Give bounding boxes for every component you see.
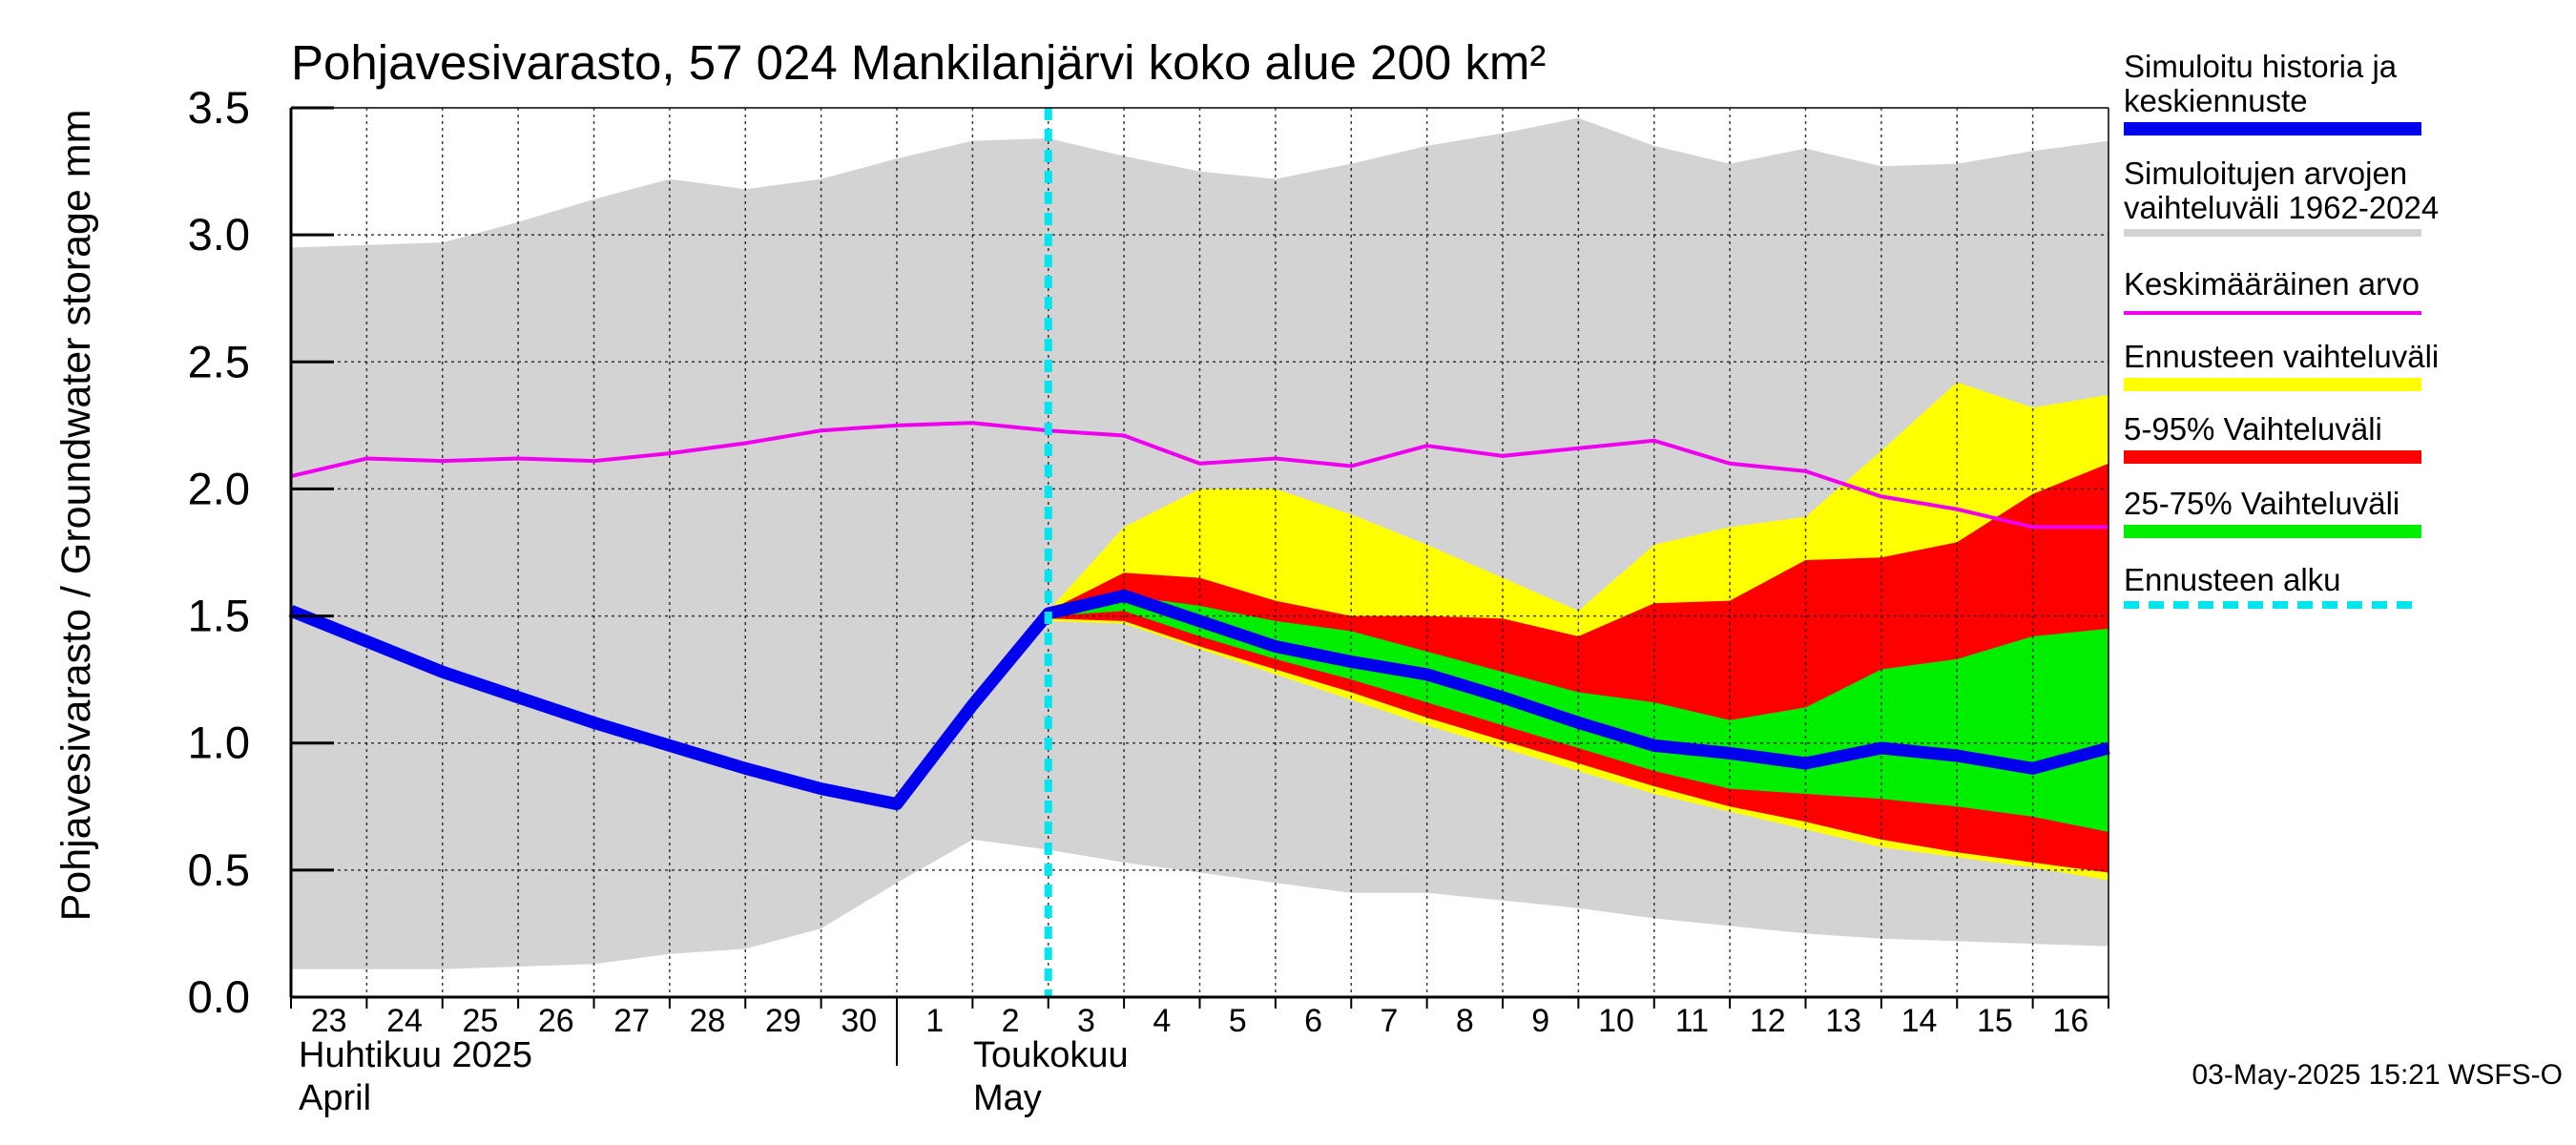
legend-label: Ennusteen alku bbox=[2124, 562, 2341, 597]
x-day-label: 14 bbox=[1901, 1003, 1938, 1039]
y-tick-label: 3.5 bbox=[188, 82, 250, 133]
legend-swatch bbox=[2124, 378, 2421, 391]
legend-swatch bbox=[2124, 122, 2421, 135]
legend-swatch bbox=[2124, 311, 2421, 315]
month-label-en: April bbox=[299, 1078, 371, 1118]
x-day-label: 12 bbox=[1750, 1003, 1786, 1039]
legend-item: 25-75% Vaihteluväli bbox=[2124, 487, 2421, 538]
legend-label: Simuloitujen arvojen vaihteluväli 1962-2… bbox=[2124, 156, 2440, 225]
month-label-en: May bbox=[973, 1078, 1042, 1118]
legend-label: Ennusteen vaihteluväli bbox=[2124, 339, 2440, 374]
month-label-fi: Toukokuu bbox=[973, 1035, 1129, 1075]
legend-label: Keskimääräinen arvo bbox=[2124, 266, 2420, 302]
x-day-label: 8 bbox=[1456, 1003, 1474, 1039]
timestamp-footer: 03-May-2025 15:21 WSFS-O bbox=[2192, 1059, 2564, 1091]
x-day-label: 11 bbox=[1675, 1003, 1709, 1039]
chart-title: Pohjavesivarasto, 57 024 Mankilanjärvi k… bbox=[291, 35, 1546, 90]
legend-swatch bbox=[2124, 229, 2421, 237]
x-day-label: 3 bbox=[1077, 1003, 1095, 1039]
legend-label: 5-95% Vaihteluväli bbox=[2124, 411, 2382, 447]
x-day-label: 5 bbox=[1229, 1003, 1247, 1039]
x-day-label: 30 bbox=[841, 1003, 877, 1039]
legend-item: Keskimääräinen arvo bbox=[2124, 267, 2421, 315]
x-day-label: 23 bbox=[311, 1003, 347, 1039]
legend-item: Ennusteen alku bbox=[2124, 563, 2421, 609]
month-label-fi: Huhtikuu 2025 bbox=[299, 1035, 532, 1075]
x-day-label: 29 bbox=[765, 1003, 801, 1039]
x-day-label: 10 bbox=[1598, 1003, 1634, 1039]
legend-label: 25-75% Vaihteluväli bbox=[2124, 486, 2400, 521]
x-day-label: 24 bbox=[386, 1003, 423, 1039]
y-tick-label: 3.0 bbox=[188, 209, 250, 260]
series-lines bbox=[288, 108, 2110, 997]
y-tick-label: 2.0 bbox=[188, 463, 250, 513]
legend-item: Simuloitujen arvojen vaihteluväli 1962-2… bbox=[2124, 156, 2439, 237]
x-day-label: 27 bbox=[613, 1003, 650, 1039]
x-day-label: 4 bbox=[1153, 1003, 1171, 1039]
x-day-label: 1 bbox=[925, 1003, 944, 1039]
x-day-label: 15 bbox=[1977, 1003, 2013, 1039]
y-tick-label: 1.5 bbox=[188, 591, 250, 641]
axes: 0.00.51.01.52.02.53.03.523 24 25 26 27 28 29 30… bbox=[188, 82, 2109, 1118]
x-day-label: 7 bbox=[1380, 1003, 1398, 1039]
x-day-label: 13 bbox=[1825, 1003, 1861, 1039]
y-axis-label: Pohjavesivarasto / Groundwater storage m… bbox=[53, 110, 99, 922]
legend-item: 5-95% Vaihteluväli bbox=[2124, 412, 2421, 464]
mean-line bbox=[290, 421, 2109, 530]
x-day-label: 2 bbox=[1002, 1003, 1020, 1039]
legend-item: Ennusteen vaihteluväli bbox=[2124, 340, 2439, 391]
x-day-label: 6 bbox=[1304, 1003, 1322, 1039]
x-day-label: 16 bbox=[2052, 1003, 2088, 1039]
legend-swatch bbox=[2124, 450, 2421, 464]
legend-swatch bbox=[2124, 525, 2421, 538]
grid-lines bbox=[291, 108, 2109, 997]
x-day-label: 28 bbox=[690, 1003, 726, 1039]
x-day-label: 9 bbox=[1531, 1003, 1549, 1039]
y-tick-label: 2.5 bbox=[188, 336, 250, 386]
legend-swatch bbox=[2124, 601, 2421, 609]
y-tick-label: 0.5 bbox=[188, 844, 250, 895]
simulated-line bbox=[288, 589, 2110, 811]
y-tick-label: 0.0 bbox=[188, 971, 250, 1022]
x-day-label: 26 bbox=[538, 1003, 574, 1039]
legend-label: Simuloitu historia ja keskiennuste bbox=[2124, 49, 2398, 118]
x-day-label: 25 bbox=[463, 1003, 499, 1039]
y-tick-label: 1.0 bbox=[188, 718, 250, 768]
legend-item: Simuloitu historia ja keskiennuste bbox=[2124, 50, 2421, 135]
